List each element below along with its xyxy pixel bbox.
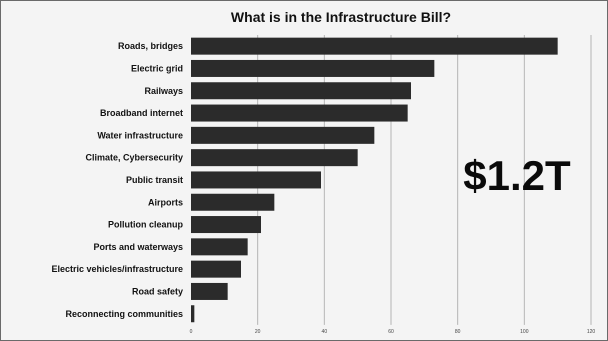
x-tick-label-60: 60: [388, 329, 394, 335]
category-label-7: Airports: [148, 197, 183, 207]
category-labels: Roads, bridges Electric grid Railways Broad…: [51, 41, 183, 319]
bar-12: [191, 305, 195, 323]
bar-10: [191, 260, 241, 278]
bar-9: [191, 238, 248, 256]
bar-11: [191, 282, 228, 300]
category-label-6: Public transit: [126, 175, 183, 185]
x-tick-label-120: 120: [587, 329, 596, 335]
bar-5: [191, 149, 358, 167]
bar-1: [191, 59, 435, 77]
category-label-9: Ports and waterways: [93, 242, 183, 252]
category-label-4: Water infrastructure: [97, 130, 183, 140]
category-label-1: Electric grid: [131, 63, 183, 73]
category-label-12: Reconnecting communities: [65, 309, 183, 319]
category-label-10: Electric vehicles/infrastructure: [51, 264, 183, 274]
bar-2: [191, 82, 411, 100]
chart-title: What is in the Infrastructure Bill?: [231, 9, 451, 25]
bar-0: [191, 37, 558, 55]
category-label-11: Road safety: [132, 286, 183, 296]
bar-8: [191, 216, 261, 234]
x-tick-label-20: 20: [255, 329, 261, 335]
bars: [191, 37, 558, 323]
bar-3: [191, 104, 408, 122]
bar-6: [191, 171, 321, 189]
category-label-8: Pollution cleanup: [108, 220, 184, 230]
x-tick-label-80: 80: [455, 329, 461, 335]
category-label-0: Roads, bridges: [118, 41, 183, 51]
x-tick-label-40: 40: [322, 329, 328, 335]
category-label-3: Broadband internet: [100, 108, 183, 118]
category-label-2: Railways: [144, 86, 183, 96]
bar-7: [191, 193, 275, 211]
bar-4: [191, 126, 375, 144]
x-tick-label-100: 100: [520, 329, 529, 335]
x-tick-labels: 0 20 40 60 80 100 120: [190, 329, 596, 335]
category-label-5: Climate, Cybersecurity: [85, 153, 183, 163]
total-amount-annotation: $1.2T: [463, 152, 571, 199]
x-tick-label-0: 0: [190, 329, 193, 335]
